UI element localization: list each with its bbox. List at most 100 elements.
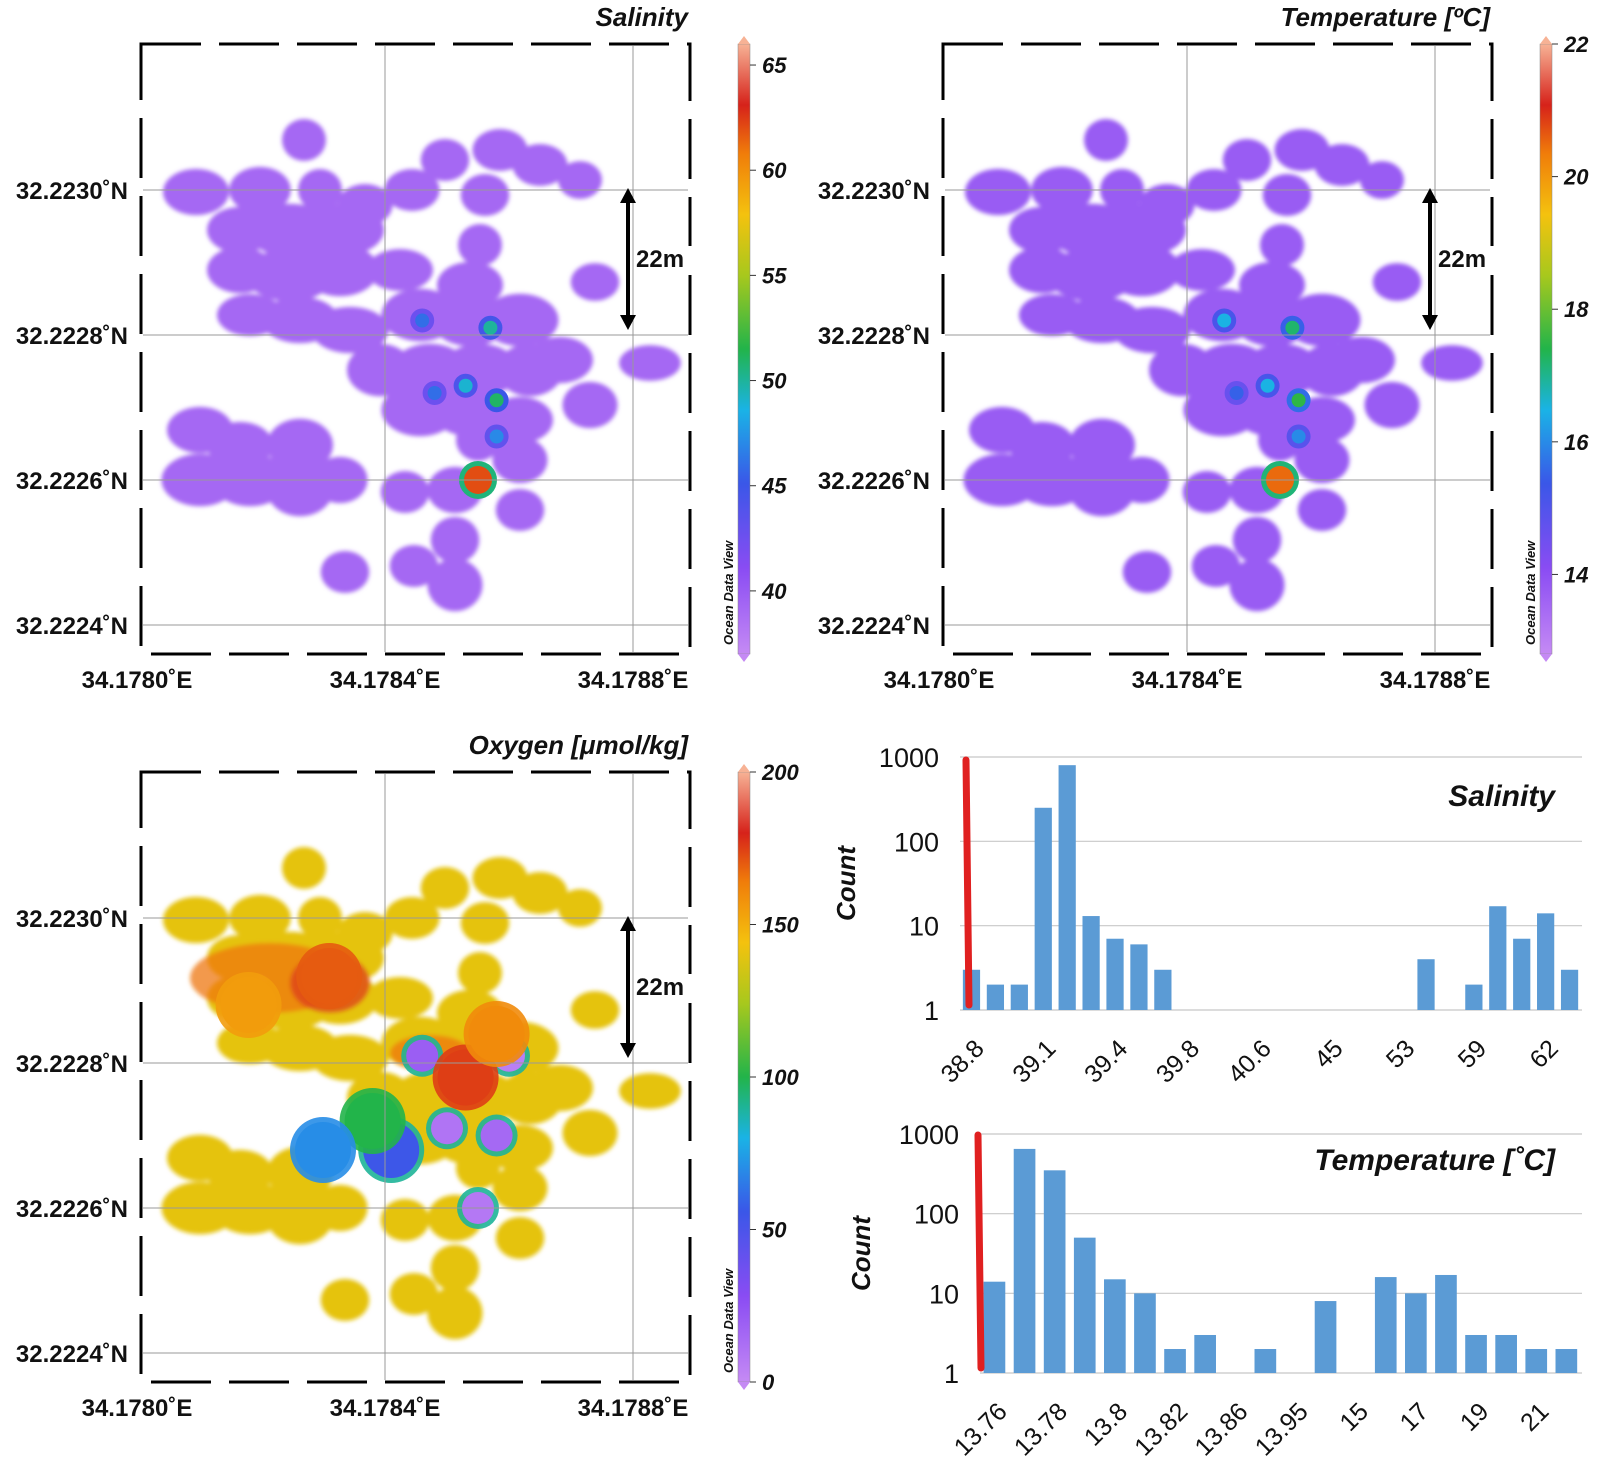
temperature-colorbar-label: 16 — [1564, 430, 1589, 455]
salinity-colorbar-label: 40 — [761, 579, 787, 604]
field-cell — [1122, 551, 1172, 593]
field-cell — [512, 144, 568, 186]
field-cell — [1360, 161, 1404, 199]
salinity-hist-bar — [1417, 959, 1435, 1010]
field-cell — [492, 1164, 548, 1212]
hotspot-core — [1285, 320, 1300, 335]
temperature-lat-label: 32.2226˚N — [818, 468, 930, 495]
oxygen-lat-label: 32.2224˚N — [16, 1341, 128, 1368]
salinity-hist-ylabel: Count — [831, 845, 861, 921]
salinity-hist-red-marker-line — [962, 756, 973, 1009]
field-cell — [460, 902, 510, 944]
salinity-hist-xtick-label: 39.4 — [1079, 1034, 1133, 1088]
temperature-hotspot — [1280, 315, 1305, 340]
field-cell — [1169, 249, 1235, 291]
hotspot-core — [489, 393, 504, 408]
field-cell — [1191, 545, 1241, 587]
field-cell — [1314, 144, 1370, 186]
temperature-odv-watermark: Ocean Data View — [1523, 540, 1538, 645]
temperature-hist-xtick-label: 13.76 — [949, 1397, 1013, 1461]
salinity-colorbar-top-cap — [738, 36, 750, 44]
temperature-hist-red-marker-line — [974, 1131, 985, 1372]
temperature-scale-label: 22m — [1438, 246, 1486, 273]
salinity-scale-label-bg — [637, 246, 693, 274]
salinity-hist-ytick-label: 1 — [924, 996, 939, 1026]
field-cell — [1113, 306, 1191, 354]
oxygen-hotspot — [463, 1001, 530, 1067]
oxygen-colorbar-label: 100 — [762, 1065, 799, 1090]
oxygen-colorbar — [737, 771, 751, 1383]
salinity-lat-label: 32.2230˚N — [16, 178, 128, 205]
field-cell — [347, 343, 413, 397]
hotspot-core — [220, 977, 277, 1033]
field-cell — [558, 889, 602, 927]
oxygen-scale-label-bg — [637, 974, 693, 1002]
temperature-hist-bar — [1043, 1170, 1066, 1373]
temperature-hist-bar — [1314, 1301, 1337, 1373]
hotspot-core — [468, 1006, 525, 1062]
salinity-hist-panel: 1000 100 10 1 Count Salinity 38.8 39.1 39.4 39.8 4… — [831, 743, 1582, 1089]
oxygen-hotspot — [215, 972, 282, 1038]
field-cell — [965, 168, 1031, 216]
oxygen-map-panel: Oxygen [μmol/kg] 34.1780˚E 34.1784˚E 34.178… — [16, 730, 800, 1422]
oxygen-scale-label: 22m — [636, 974, 684, 1001]
salinity-hist-xtick-label: 53 — [1381, 1034, 1420, 1073]
field-cell — [427, 558, 483, 612]
oxygen-hotspot — [426, 1107, 468, 1150]
oxygen-hotspot — [290, 1117, 356, 1183]
salinity-hist-bar — [1082, 916, 1100, 1010]
hotspot-core — [344, 1093, 401, 1149]
field-cell — [1103, 243, 1181, 297]
salinity-hist-xtick-label: 45 — [1309, 1034, 1348, 1073]
salinity-lat-label: 32.2226˚N — [16, 468, 128, 495]
field-cell — [456, 1147, 500, 1189]
field-cell — [311, 1034, 389, 1082]
temperature-map-panel: Temperature [ºC] 34.1780˚E 34.1784˚E 34.178… — [818, 2, 1589, 694]
field-cell — [1232, 516, 1282, 564]
field-cell — [1297, 489, 1347, 531]
maps-layer: Salinity 34.1780˚E 34.1784˚E 34.1788˚E 32.22… — [16, 2, 1589, 1422]
field-cell — [570, 263, 620, 301]
hotspot-core — [301, 948, 358, 1004]
temperature-lon-label: 34.1788˚E — [1380, 667, 1491, 694]
salinity-hist-bar — [1034, 807, 1052, 1010]
temperature-hist-xtick-label: 19 — [1455, 1397, 1494, 1436]
oxygen-scale-arrows — [620, 916, 636, 1058]
field-cell — [497, 343, 563, 397]
salinity-hist-ytick-label: 100 — [894, 827, 939, 857]
temperature-hotspot — [1255, 373, 1280, 398]
salinity-colorbar-label: 50 — [762, 369, 787, 394]
temperature-hist-xtick-label: 13.8 — [1079, 1397, 1133, 1451]
salinity-colorbar-label: 55 — [762, 263, 787, 288]
hotspot-core — [1260, 378, 1275, 393]
temperature-hist-ytick-label: 1000 — [899, 1120, 959, 1150]
temperature-hist-xtick-label: 13.82 — [1129, 1397, 1193, 1461]
salinity-hist-xtick-label: 62 — [1524, 1034, 1563, 1073]
field-cell — [1084, 119, 1128, 161]
hotspot-core — [427, 386, 442, 400]
field-cell — [1262, 174, 1312, 216]
oxygen-hotspot — [401, 1034, 444, 1077]
temperature-hotspot — [1286, 388, 1311, 413]
field-cell — [492, 436, 548, 484]
temperature-hotspot — [1212, 308, 1237, 333]
field-cell — [367, 977, 433, 1019]
field-cell — [458, 224, 502, 266]
oxygen-hotspot — [475, 1114, 518, 1157]
temperature-hist-bar — [1164, 1349, 1186, 1373]
temperature-hist-bar — [1374, 1277, 1397, 1373]
oxygen-colorbar-label: 0 — [762, 1370, 775, 1395]
salinity-hist-bar — [1154, 969, 1172, 1010]
salinity-colorbar-bottom-cap — [738, 654, 750, 662]
salinity-hotspot — [478, 315, 503, 340]
field-cell — [562, 1109, 618, 1157]
field-cell — [296, 203, 384, 257]
temperature-hist-bar — [1104, 1279, 1126, 1373]
salinity-map-panel: Salinity 34.1780˚E 34.1784˚E 34.1788˚E 32.22… — [16, 2, 787, 694]
hotspot-core — [431, 1112, 463, 1145]
hotspot-core — [1217, 313, 1232, 328]
salinity-hist-ytick-label: 10 — [909, 912, 939, 942]
salinity-lon-label: 34.1788˚E — [578, 667, 689, 694]
oxygen-hotspot — [296, 943, 363, 1009]
